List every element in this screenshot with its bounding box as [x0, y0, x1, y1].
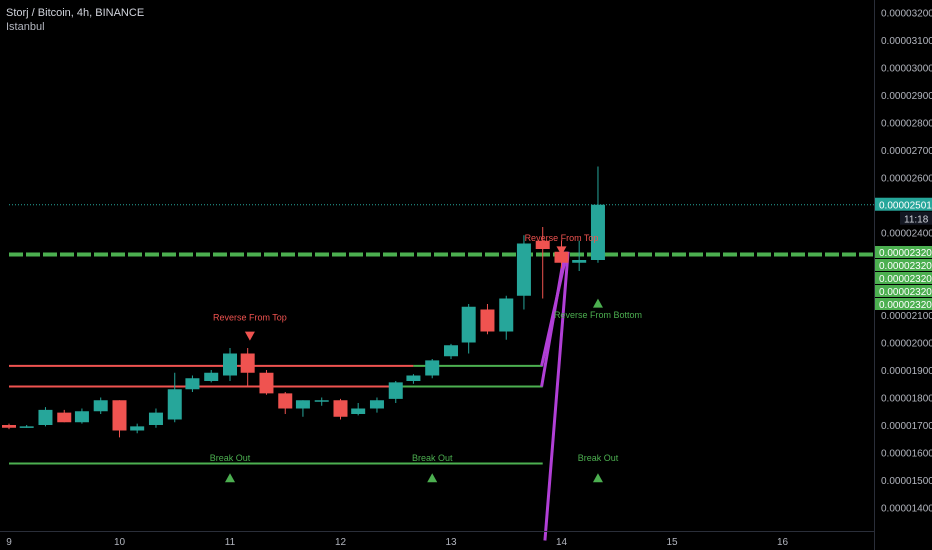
up-arrow-marker: [592, 473, 603, 483]
candle-body: [130, 426, 145, 431]
y-tick-label: 0.00003200: [881, 9, 932, 20]
y-tick-label: 0.00001900: [881, 366, 932, 377]
candle-body: [223, 353, 237, 376]
candle-body: [444, 345, 458, 357]
candle-body: [278, 393, 293, 409]
y-tick-label: 0.00001700: [881, 421, 932, 432]
candle-body: [554, 251, 569, 263]
candle-body: [590, 204, 605, 260]
candle-body: [351, 408, 366, 414]
candle-body: [369, 400, 384, 409]
y-tick-label: 0.00001500: [881, 476, 932, 487]
annotation-label: Reverse From Bottom: [554, 310, 642, 320]
x-tick-label: 11: [225, 537, 236, 548]
candle-body: [259, 372, 274, 394]
annotation-label: Break Out: [412, 453, 453, 463]
y-tick-label: 0.00001600: [881, 449, 932, 460]
level-label-badge: [875, 298, 932, 310]
candle-body: [19, 426, 34, 428]
y-tick-label: 0.00002000: [881, 339, 932, 350]
candle-body: [93, 400, 108, 412]
candle-body: [406, 375, 421, 381]
purple-trendline: [543, 251, 570, 541]
current-price-badge: [875, 197, 932, 211]
x-tick-label: 16: [777, 537, 789, 548]
candle-body: [516, 243, 531, 296]
candle-body: [185, 378, 200, 390]
candle-body: [148, 412, 163, 425]
candle-body: [461, 306, 476, 343]
level-label-badge: [875, 285, 932, 297]
candle-body: [74, 411, 89, 423]
up-arrow-marker: [427, 473, 438, 483]
candle-body: [314, 400, 329, 402]
time-axis-separator: [0, 531, 874, 532]
candle-body: [38, 409, 53, 425]
symbol-title[interactable]: Storj / Bitcoin, 4h, BINANCE: [6, 7, 145, 19]
level-label: 0.00002320: [879, 287, 932, 298]
candle-body: [425, 360, 440, 376]
x-tick-label: 13: [445, 537, 457, 548]
level-label-badge: [875, 272, 932, 284]
countdown-label: 11:18: [904, 215, 929, 226]
level-label: 0.00002320: [879, 274, 932, 285]
candle-body: [388, 382, 403, 399]
annotation-label: Break Out: [210, 453, 251, 463]
candle-body: [535, 240, 550, 249]
y-tick-label: 0.00002700: [881, 146, 932, 157]
level-label-badge: [875, 259, 932, 271]
level-label: 0.00002320: [879, 248, 932, 259]
down-arrow-marker: [244, 331, 255, 341]
x-tick-label: 12: [335, 537, 347, 548]
level-label-badge: [875, 246, 932, 258]
candle-body: [57, 412, 72, 423]
level-label: 0.00002320: [879, 300, 932, 311]
candle-body: [295, 400, 310, 409]
candle-body: [499, 298, 514, 332]
y-tick-label: 0.00001400: [881, 504, 932, 515]
level-label: 0.00002320: [879, 261, 932, 272]
chart-header: Storj / Bitcoin, 4h, BINANCE Istanbul: [6, 6, 144, 34]
candle-body: [2, 425, 16, 428]
candle-body: [112, 400, 127, 431]
candle-body: [204, 372, 219, 381]
candle-body: [333, 400, 348, 417]
price-axis-separator: [874, 0, 875, 550]
up-arrow-marker: [592, 298, 603, 308]
y-tick-label: 0.00002400: [881, 229, 932, 240]
candle-body: [167, 389, 182, 420]
timezone-label: Istanbul: [6, 21, 45, 33]
y-tick-label: 0.00002600: [881, 174, 932, 185]
y-tick-label: 0.00002800: [881, 119, 932, 130]
countdown-badge: [900, 211, 932, 225]
annotation-label: Reverse From Top: [525, 233, 599, 243]
y-tick-label: 0.00003000: [881, 64, 932, 75]
up-arrow-marker: [225, 473, 235, 483]
annotation-label: Reverse From Top: [213, 313, 287, 323]
x-tick-label: 15: [666, 537, 678, 548]
y-tick-label: 0.00001800: [881, 394, 932, 405]
y-tick-label: 0.00002900: [881, 91, 932, 102]
candle-body: [480, 309, 495, 332]
x-tick-label: 9: [6, 537, 12, 548]
annotation-label: Break Out: [578, 453, 619, 463]
purple-trendline: [540, 251, 569, 367]
current-price-label: 0.00002501: [879, 201, 932, 212]
candle-body: [572, 260, 587, 263]
down-arrow-marker: [556, 246, 567, 256]
y-tick-label: 0.00002100: [881, 311, 932, 322]
x-tick-label: 14: [556, 537, 568, 548]
x-tick-label: 10: [114, 537, 126, 548]
candle-body: [240, 353, 255, 373]
y-tick-label: 0.00003100: [881, 36, 932, 47]
